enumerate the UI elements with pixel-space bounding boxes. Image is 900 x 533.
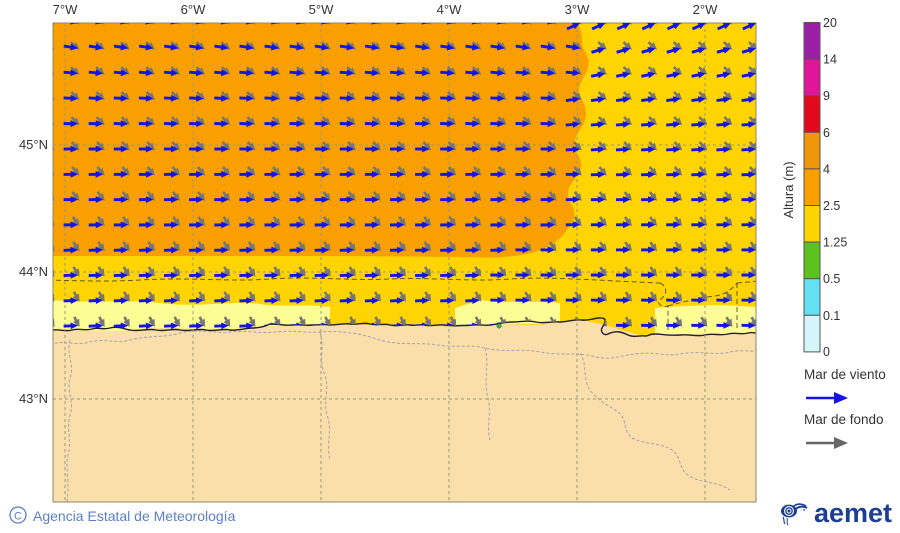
svg-text:20: 20	[823, 16, 837, 30]
svg-text:14: 14	[823, 53, 837, 67]
svg-text:C: C	[14, 511, 22, 523]
svg-text:Altura (m): Altura (m)	[781, 161, 796, 218]
svg-text:4°W: 4°W	[437, 2, 462, 17]
svg-text:6: 6	[823, 126, 830, 140]
svg-text:9: 9	[823, 89, 830, 103]
svg-text:7°W: 7°W	[53, 2, 78, 17]
svg-text:44°N: 44°N	[19, 264, 48, 279]
svg-text:3°W: 3°W	[565, 2, 590, 17]
svg-text:2.5: 2.5	[823, 199, 840, 213]
svg-text:5°W: 5°W	[309, 2, 334, 17]
svg-text:6°W: 6°W	[181, 2, 206, 17]
svg-text:1.25: 1.25	[823, 236, 847, 250]
svg-text:Mar de fondo: Mar de fondo	[804, 412, 884, 427]
svg-text:0: 0	[823, 345, 830, 359]
svg-text:aemet: aemet	[814, 498, 892, 528]
svg-text:2°W: 2°W	[693, 2, 718, 17]
svg-text:Agencia Estatal de Meteorologí: Agencia Estatal de Meteorología	[33, 508, 236, 524]
svg-text:43°N: 43°N	[19, 391, 48, 406]
svg-text:4: 4	[823, 162, 830, 176]
svg-text:0.1: 0.1	[823, 309, 840, 323]
svg-text:Mar de viento: Mar de viento	[804, 367, 886, 382]
svg-text:45°N: 45°N	[19, 137, 48, 152]
svg-text:0.5: 0.5	[823, 272, 840, 286]
